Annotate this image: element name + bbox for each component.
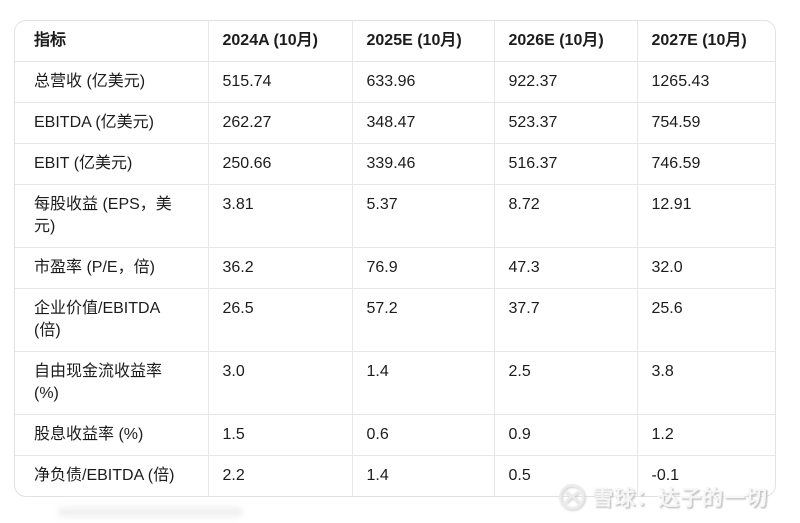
cell-value: 0.5 [493,455,637,496]
row-label: 自由现金流收益率 (%) [15,351,208,415]
cell-value: 1.2 [636,414,775,456]
cell-value: 754.59 [636,102,775,144]
column-header-indicator: 指标 [34,32,67,49]
cell-value: -0.1 [636,455,775,496]
row-label: 净负债/EBITDA (倍) [15,455,208,496]
cell-value: 746.59 [636,143,775,185]
cell-value: 12.91 [636,184,775,248]
cell-value: 5.37 [351,184,494,248]
cropped-watermark-remnant [58,507,243,517]
row-label: EBIT (亿美元) [15,143,208,185]
cell-value: 36.2 [207,247,352,289]
cell-value: 262.27 [207,102,352,144]
cell-value: 47.3 [493,247,637,289]
xueqiu-watermark: 雪球：达子的一切 [558,482,768,512]
cell-value: 339.46 [351,143,494,185]
cell-value: 3.0 [207,351,352,415]
xueqiu-logo-icon [558,483,586,511]
row-label: 每股收益 (EPS，美 元) [15,184,208,248]
table-row-ev-ebitda: 企业价值/EBITDA (倍) 26.5 57.2 37.7 25.6 [15,288,775,352]
cell-value: 57.2 [351,288,494,352]
row-label: 市盈率 (P/E，倍) [15,247,208,289]
cell-value: 1.4 [351,455,494,496]
cell-value: 250.66 [207,143,352,185]
cell-value: 8.72 [493,184,637,248]
cell-value: 0.6 [351,414,494,456]
row-label: 企业价值/EBITDA (倍) [15,288,208,352]
cell-value: 76.9 [351,247,494,289]
cell-value: 2.5 [493,351,637,415]
cell-value: 3.8 [636,351,775,415]
cell-value: 633.96 [351,61,494,103]
column-header-2026e: 2026E (10月) [493,21,637,62]
cell-value: 25.6 [636,288,775,352]
table-row-dividend-yield: 股息收益率 (%) 1.5 0.6 0.9 1.2 [15,414,775,456]
row-label: 总营收 (亿美元) [15,61,208,103]
cell-value: 516.37 [493,143,637,185]
column-header-2024a: 2024A (10月) [207,21,352,62]
row-label: 股息收益率 (%) [15,414,208,456]
table-row-net-debt-ebitda: 净负债/EBITDA (倍) 2.2 1.4 0.5 -0.1 [15,455,775,496]
cell-value: 1265.43 [636,61,775,103]
xueqiu-watermark-text: 雪球：达子的一切 [592,487,768,510]
cell-value: 922.37 [493,61,637,103]
table-row-ebit: EBIT (亿美元) 250.66 339.46 516.37 746.59 [15,143,775,185]
cell-value: 0.9 [493,414,637,456]
table-row-ebitda: EBITDA (亿美元) 262.27 348.47 523.37 754.59 [15,102,775,144]
cell-value: 37.7 [493,288,637,352]
table-row-pe: 市盈率 (P/E，倍) 36.2 76.9 47.3 32.0 [15,247,775,289]
table-row-revenue: 总营收 (亿美元) 515.74 633.96 922.37 1265.43 [15,61,775,103]
table-row-eps: 每股收益 (EPS，美 元) 3.81 5.37 8.72 12.91 [15,184,775,248]
column-header-2027e: 2027E (10月) [636,21,775,62]
cell-value: 523.37 [493,102,637,144]
cell-value: 26.5 [207,288,352,352]
column-header-2025e: 2025E (10月) [351,21,494,62]
cell-value: 1.4 [351,351,494,415]
cell-value: 515.74 [207,61,352,103]
cell-value: 1.5 [207,414,352,456]
cell-value: 32.0 [636,247,775,289]
table-header-row: 指标 2024A (10月) 2025E (10月) 2026E (10月) 2… [15,21,775,62]
table-row-fcf-yield: 自由现金流收益率 (%) 3.0 1.4 2.5 3.8 [15,351,775,415]
cell-value: 2.2 [207,455,352,496]
cell-value: 348.47 [351,102,494,144]
financial-table-card: 指标 2024A (10月) 2025E (10月) 2026E (10月) 2… [14,20,776,497]
financial-metrics-table: 指标 2024A (10月) 2025E (10月) 2026E (10月) 2… [15,21,775,496]
cell-value: 3.81 [207,184,352,248]
row-label: EBITDA (亿美元) [15,102,208,144]
